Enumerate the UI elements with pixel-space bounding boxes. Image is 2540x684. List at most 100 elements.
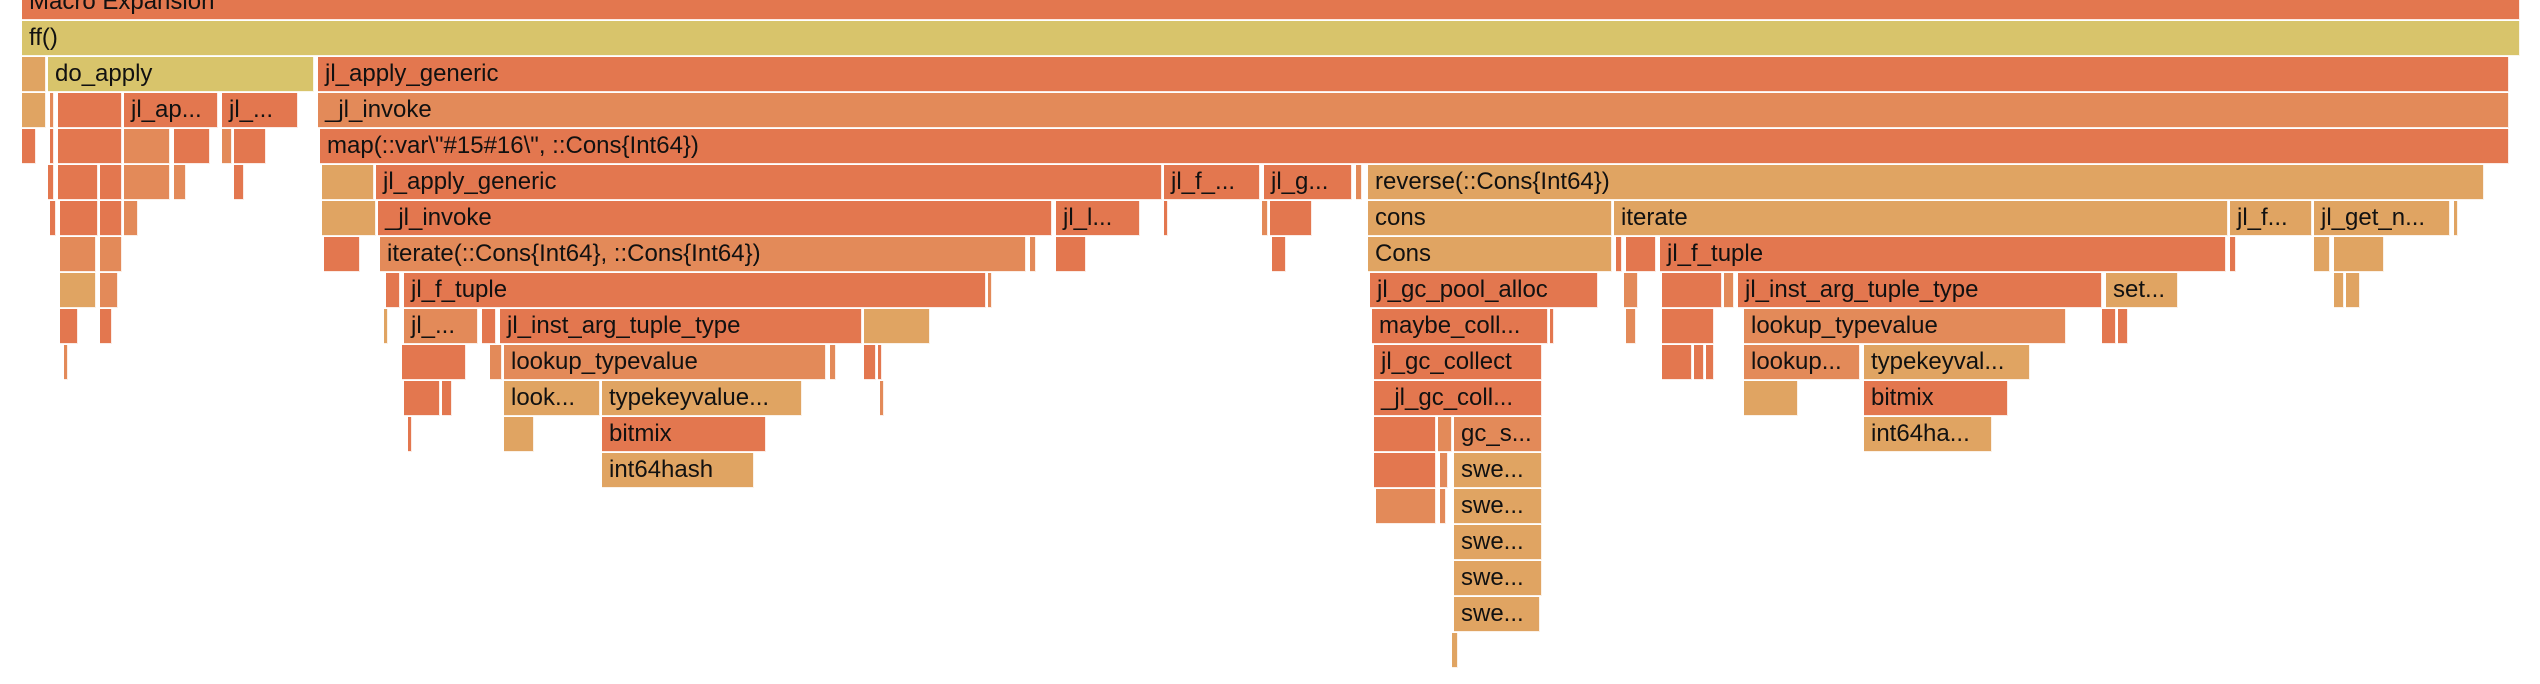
frame-d8c[interactable] bbox=[386, 273, 400, 308]
frame-jl-invoke-1[interactable]: _jl_invoke bbox=[318, 93, 2509, 128]
frame-d11b[interactable] bbox=[442, 381, 452, 416]
frame-swe-2[interactable]: swe... bbox=[1454, 489, 1542, 524]
frame-d8b[interactable] bbox=[100, 273, 118, 308]
frame-d9j[interactable] bbox=[2118, 309, 2128, 344]
frame-lookup-trunc-1[interactable]: lookup... bbox=[1744, 345, 1860, 380]
frame-map-cons[interactable]: map(::var\"#15#16\", ::Cons{Int64}) bbox=[320, 129, 2509, 164]
frame-d4a[interactable] bbox=[22, 129, 36, 164]
frame-jl-invoke-2[interactable]: _jl_invoke bbox=[378, 201, 1052, 236]
frame-d7a[interactable] bbox=[60, 237, 96, 272]
frame-typekeyvalue-2[interactable]: typekeyvalue... bbox=[602, 381, 802, 416]
frame-jl-l-trunc[interactable]: jl_l... bbox=[1056, 201, 1140, 236]
frame-d3c[interactable] bbox=[58, 93, 122, 128]
frame-d14a[interactable] bbox=[1376, 489, 1436, 524]
frame-d10b[interactable] bbox=[402, 345, 466, 380]
frame-d9f[interactable] bbox=[1550, 309, 1554, 344]
frame-jl-ap-trunc[interactable]: jl_ap... bbox=[124, 93, 218, 128]
frame-d6a[interactable] bbox=[50, 201, 56, 236]
frame-d13a[interactable] bbox=[1374, 453, 1436, 488]
frame-d6h[interactable] bbox=[1270, 201, 1312, 236]
frame-d6i[interactable] bbox=[2454, 201, 2458, 236]
frame-d7f[interactable] bbox=[1272, 237, 1286, 272]
frame-swe-1[interactable]: swe... bbox=[1454, 453, 1542, 488]
frame-lookup-typevalue-2[interactable]: lookup_typevalue bbox=[504, 345, 826, 380]
frame-d4b[interactable] bbox=[50, 129, 54, 164]
frame-d9d[interactable] bbox=[482, 309, 496, 344]
frame-d5b[interactable] bbox=[58, 165, 98, 200]
frame-d2a[interactable] bbox=[22, 57, 46, 92]
frame-d10a[interactable] bbox=[64, 345, 68, 380]
frame-cons-type[interactable]: Cons bbox=[1368, 237, 1612, 272]
frame-jl-get-n[interactable]: jl_get_n... bbox=[2314, 201, 2450, 236]
frame-jl-trunc-b[interactable]: jl_... bbox=[404, 309, 478, 344]
frame-d6f[interactable] bbox=[1164, 201, 1168, 236]
frame-d7i[interactable] bbox=[2230, 237, 2236, 272]
frame-d6e[interactable] bbox=[322, 201, 376, 236]
frame-d5d[interactable] bbox=[124, 165, 170, 200]
frame-d6c[interactable] bbox=[100, 201, 122, 236]
frame-jl-f-tuple-1[interactable]: jl_f_tuple bbox=[1660, 237, 2226, 272]
frame-typekeyval-1[interactable]: typekeyval... bbox=[1864, 345, 2030, 380]
frame-d4d[interactable] bbox=[124, 129, 170, 164]
frame-d4e[interactable] bbox=[174, 129, 210, 164]
frame-maybe-coll[interactable]: maybe_coll... bbox=[1372, 309, 1548, 344]
frame-d12d[interactable] bbox=[1438, 417, 1452, 452]
frame-gc-pool-alloc[interactable]: jl_gc_pool_alloc bbox=[1370, 273, 1598, 308]
frame-bitmix-1[interactable]: bitmix bbox=[1864, 381, 2008, 416]
frame-jl-trunc-a[interactable]: jl_... bbox=[222, 93, 298, 128]
frame-d5a[interactable] bbox=[48, 165, 54, 200]
frame-d9i[interactable] bbox=[2102, 309, 2116, 344]
frame-do-apply[interactable]: do_apply bbox=[48, 57, 314, 92]
frame-root[interactable]: Macro Expansion bbox=[22, 0, 2520, 20]
frame-jl-f-trunc[interactable]: jl_f_... bbox=[1164, 165, 1260, 200]
frame-d5c[interactable] bbox=[100, 165, 122, 200]
frame-iterate-cons[interactable]: iterate(::Cons{Int64}, ::Cons{Int64}) bbox=[380, 237, 1026, 272]
frame-int64hash-2[interactable]: int64hash bbox=[602, 453, 754, 488]
frame-ff[interactable]: ff() bbox=[22, 21, 2520, 56]
frame-d7j[interactable] bbox=[2314, 237, 2330, 272]
frame-d10c[interactable] bbox=[490, 345, 502, 380]
frame-d8d[interactable] bbox=[988, 273, 992, 308]
frame-d5e[interactable] bbox=[174, 165, 186, 200]
frame-d12b[interactable] bbox=[504, 417, 534, 452]
frame-d10f[interactable] bbox=[878, 345, 882, 380]
frame-d12c[interactable] bbox=[1374, 417, 1436, 452]
frame-d5g[interactable] bbox=[322, 165, 374, 200]
frame-jl-f-trunc-2[interactable]: jl_f... bbox=[2230, 201, 2312, 236]
frame-d7e[interactable] bbox=[1056, 237, 1086, 272]
frame-apply-generic-1[interactable]: jl_apply_generic bbox=[318, 57, 2509, 92]
frame-d11a[interactable] bbox=[404, 381, 440, 416]
frame-d7k[interactable] bbox=[2334, 237, 2384, 272]
frame-d13b[interactable] bbox=[1440, 453, 1448, 488]
frame-jl-gc-collect[interactable]: jl_gc_collect bbox=[1374, 345, 1542, 380]
frame-d9h[interactable] bbox=[1662, 309, 1714, 344]
frame-d10e[interactable] bbox=[864, 345, 876, 380]
frame-gc-s-trunc[interactable]: gc_s... bbox=[1454, 417, 1542, 452]
frame-lookup-typevalue-1[interactable]: lookup_typevalue bbox=[1744, 309, 2066, 344]
frame-d8a[interactable] bbox=[60, 273, 96, 308]
frame-d5h[interactable] bbox=[1356, 165, 1362, 200]
frame-d8g[interactable] bbox=[1724, 273, 1734, 308]
frame-d8i[interactable] bbox=[2346, 273, 2360, 308]
frame-d9c[interactable] bbox=[384, 309, 388, 344]
frame-int64hash-1[interactable]: int64ha... bbox=[1864, 417, 1992, 452]
frame-d10d[interactable] bbox=[830, 345, 836, 380]
frame-inst-arg-2[interactable]: jl_inst_arg_tuple_type bbox=[500, 309, 862, 344]
frame-d8h[interactable] bbox=[2334, 273, 2344, 308]
frame-d9b[interactable] bbox=[100, 309, 112, 344]
frame-d10i[interactable] bbox=[1706, 345, 1714, 380]
frame-d9g[interactable] bbox=[1626, 309, 1636, 344]
frame-jl-f-tuple-2[interactable]: jl_f_tuple bbox=[404, 273, 986, 308]
frame-d7d[interactable] bbox=[1030, 237, 1036, 272]
frame-cons-call[interactable]: cons bbox=[1368, 201, 1612, 236]
frame-d7g[interactable] bbox=[1616, 237, 1622, 272]
frame-d7b[interactable] bbox=[100, 237, 122, 272]
frame-inst-arg-1[interactable]: jl_inst_arg_tuple_type bbox=[1738, 273, 2102, 308]
frame-swe-3[interactable]: swe... bbox=[1454, 525, 1542, 560]
frame-d14b[interactable] bbox=[1440, 489, 1446, 524]
frame-d8f[interactable] bbox=[1662, 273, 1722, 308]
frame-d7h[interactable] bbox=[1626, 237, 1656, 272]
frame-d6d[interactable] bbox=[124, 201, 138, 236]
frame-swe-5[interactable]: swe... bbox=[1454, 597, 1540, 632]
frame-d3b[interactable] bbox=[50, 93, 54, 128]
